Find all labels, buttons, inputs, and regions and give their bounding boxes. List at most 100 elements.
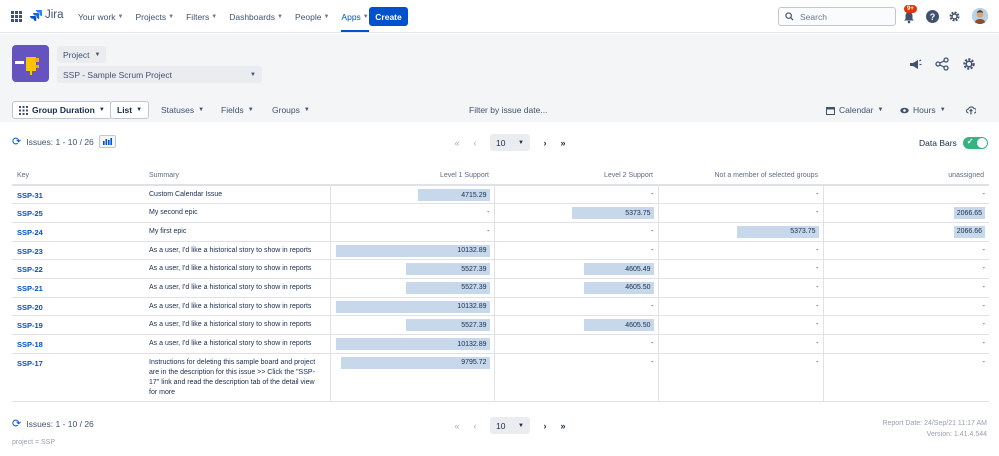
app-switcher-icon[interactable]	[11, 11, 22, 22]
duration-cell: -	[493, 241, 658, 261]
issue-key-link[interactable]: SSP-18	[12, 334, 144, 354]
chevron-down-icon: ▼	[303, 107, 310, 113]
column-header-key[interactable]: Key	[12, 167, 144, 186]
table-row[interactable]: SSP-23 As a user, I'd like a historical s…	[12, 241, 989, 261]
issue-key-link[interactable]: SSP-22	[12, 259, 144, 279]
filter-by-date[interactable]: Filter by issue date...	[469, 101, 547, 119]
empty-value: -	[816, 265, 819, 273]
menu-filters[interactable]: Filters ▼	[186, 0, 217, 33]
board-select[interactable]: SSP - Sample Scrum Project ▼	[57, 66, 262, 83]
refresh-icon[interactable]: ⟳	[12, 418, 22, 430]
list-view-button[interactable]: List ▼	[110, 101, 150, 119]
prev-page-button[interactable]: ‹	[473, 137, 477, 148]
jira-logo[interactable]: Jira	[30, 9, 64, 21]
last-page-button[interactable]: »	[560, 420, 566, 431]
hours-label: Hours	[913, 105, 936, 115]
first-page-button[interactable]: «	[454, 137, 460, 148]
create-button[interactable]: Create	[369, 7, 408, 26]
column-header-not-member[interactable]: Not a member of selected groups	[658, 167, 823, 186]
chevron-down-icon: ▼	[323, 13, 330, 20]
page-size-select[interactable]: 10 ▼	[490, 417, 530, 434]
calendar-icon	[826, 106, 835, 115]
table-row[interactable]: SSP-24 My first epic - - 5373.75 2066.66	[12, 222, 989, 242]
board-label: SSP - Sample Scrum Project	[63, 69, 172, 80]
column-header-summary[interactable]: Summary	[144, 167, 330, 186]
statuses-label: Statuses	[161, 105, 195, 115]
filter-date-label: Filter by issue date...	[469, 105, 548, 115]
empty-value: -	[816, 358, 819, 366]
table-row[interactable]: SSP-19 As a user, I'd like a historical s…	[12, 315, 989, 335]
user-avatar[interactable]	[972, 8, 988, 24]
menu-label: Your work	[78, 11, 116, 22]
prev-page-button[interactable]: ‹	[473, 420, 477, 431]
duration-cell: -	[493, 297, 658, 317]
group-duration-button[interactable]: Group Duration ▼	[12, 101, 112, 119]
chevron-down-icon: ▼	[98, 107, 105, 113]
issues-summary-top: ⟳ Issues: 1 - 10 / 26	[12, 135, 116, 148]
duration-cell: -	[822, 353, 989, 402]
table-row[interactable]: SSP-17 Instructions for deleting this sam…	[12, 353, 989, 402]
duration-cell: -	[822, 259, 989, 279]
column-header-unassigned[interactable]: unassigned	[823, 167, 989, 186]
issue-key-link[interactable]: SSP-31	[12, 185, 144, 205]
issue-key-link[interactable]: SSP-21	[12, 278, 144, 298]
board-settings-gear-icon[interactable]	[962, 57, 976, 71]
issue-summary: My second epic	[144, 203, 330, 223]
table-row[interactable]: SSP-21 As a user, I'd like a historical s…	[12, 278, 989, 298]
menu-dashboards[interactable]: Dashboards ▼	[229, 0, 283, 33]
menu-projects[interactable]: Projects ▼	[135, 0, 174, 33]
search-box[interactable]	[778, 7, 896, 26]
menu-your-work[interactable]: Your work ▼	[78, 0, 123, 33]
menu-label: Projects	[135, 11, 167, 22]
issue-key-link[interactable]: SSP-17	[12, 353, 144, 402]
duration-cell: -	[822, 297, 989, 317]
table-row[interactable]: SSP-22 As a user, I'd like a historical s…	[12, 259, 989, 279]
data-bar: 10132.89	[335, 300, 490, 313]
table-row[interactable]: SSP-31 Custom Calendar Issue 4715.29 - - -	[12, 185, 989, 205]
data-bars-label: Data Bars	[919, 138, 957, 148]
issue-key-link[interactable]: SSP-25	[12, 203, 144, 223]
page-size-select[interactable]: 10 ▼	[490, 134, 530, 151]
column-header-level1[interactable]: Level 1 Support	[330, 167, 494, 186]
first-page-button[interactable]: «	[454, 420, 460, 431]
help-icon[interactable]: ?	[926, 10, 939, 23]
next-page-button[interactable]: ›	[543, 137, 547, 148]
hours-dropdown[interactable]: Hours ▼	[900, 101, 946, 119]
table-row[interactable]: SSP-18 As a user, I'd like a historical s…	[12, 334, 989, 354]
calendar-dropdown[interactable]: Calendar ▼	[826, 101, 883, 119]
issue-key-link[interactable]: SSP-24	[12, 222, 144, 242]
issue-summary: As a user, I'd like a historical story t…	[144, 334, 330, 354]
data-bar: 4605.49	[583, 263, 654, 276]
issues-count-label: Issues: 1 - 10 / 26	[26, 136, 94, 147]
share-icon[interactable]	[935, 57, 949, 71]
chevron-down-icon: ▼	[877, 107, 884, 113]
settings-gear-icon[interactable]	[948, 10, 961, 23]
menu-apps[interactable]: Apps ▼	[341, 0, 370, 33]
empty-value: -	[816, 209, 819, 217]
menu-people[interactable]: People ▼	[295, 0, 329, 33]
notifications-bell-icon[interactable]	[902, 10, 916, 24]
last-page-button[interactable]: »	[560, 137, 566, 148]
column-header-level2[interactable]: Level 2 Support	[494, 167, 658, 186]
issue-key-link[interactable]: SSP-23	[12, 241, 144, 261]
fields-dropdown[interactable]: Fields ▼	[221, 101, 254, 119]
chart-view-button[interactable]	[98, 135, 116, 148]
table-row[interactable]: SSP-20 As a user, I'd like a historical s…	[12, 297, 989, 317]
avatar-image	[972, 8, 988, 24]
project-type-select[interactable]: Project ▼	[57, 46, 107, 63]
export-cloud-icon[interactable]	[966, 105, 976, 115]
chevron-down-icon: ▼	[362, 13, 369, 20]
statuses-dropdown[interactable]: Statuses ▼	[161, 101, 204, 119]
table-row[interactable]: SSP-25 My second epic - 5373.75 - 2066.65	[12, 203, 989, 223]
check-icon: ✓	[966, 137, 974, 146]
issue-key-link[interactable]: SSP-20	[12, 297, 144, 317]
next-page-button[interactable]: ›	[543, 420, 547, 431]
refresh-icon[interactable]: ⟳	[12, 136, 22, 148]
search-input[interactable]	[800, 11, 885, 22]
issue-key-link[interactable]: SSP-19	[12, 315, 144, 335]
chevron-down-icon: ▼	[518, 139, 524, 146]
groups-dropdown[interactable]: Groups ▼	[272, 101, 310, 119]
announce-icon[interactable]	[908, 57, 922, 71]
data-bars-toggle[interactable]: ✓	[962, 137, 988, 149]
report-date: Report Date: 24/Sep/21 11:17 AM	[882, 420, 987, 427]
